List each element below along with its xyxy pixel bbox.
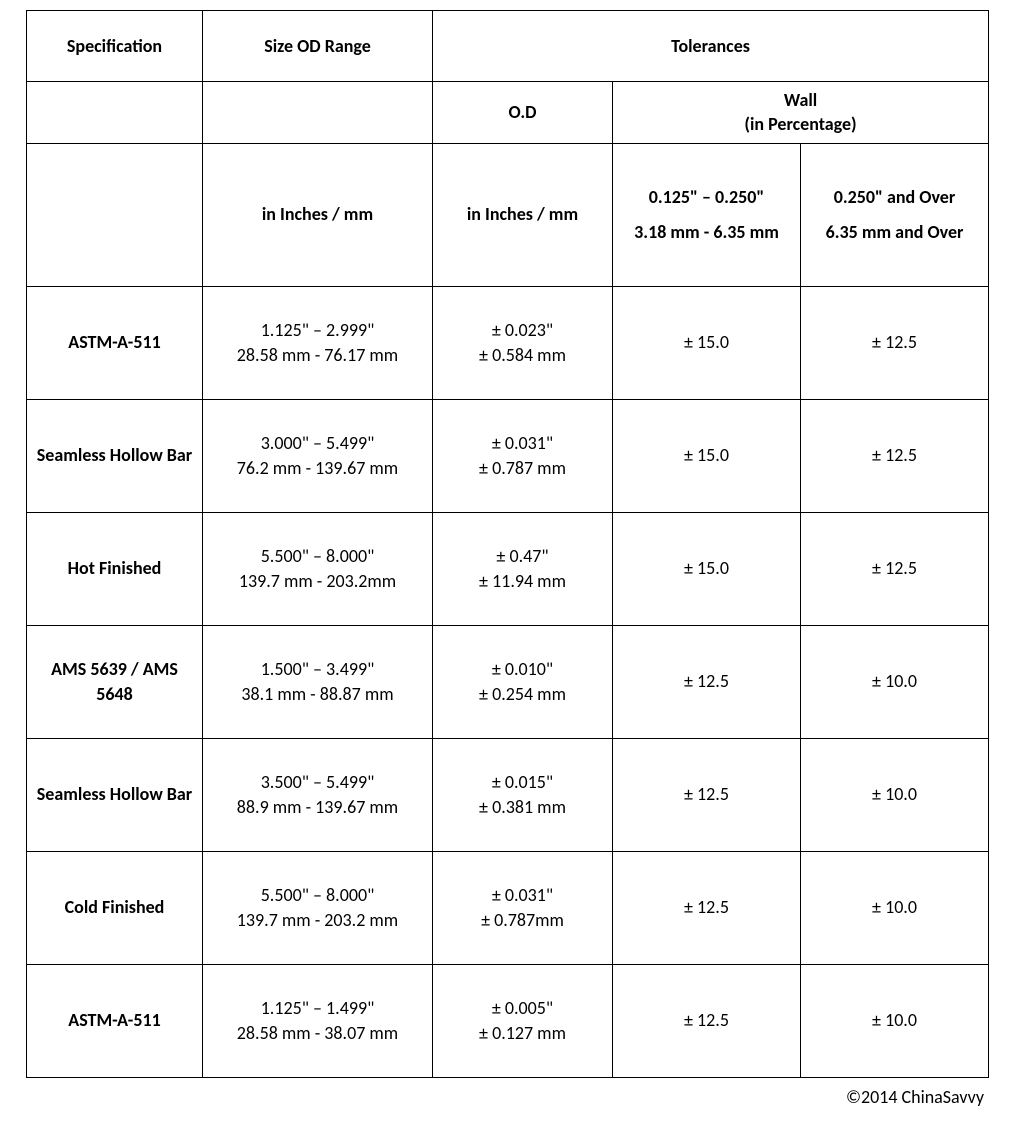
- header-wall-b-line2: 6.35 mm and Over: [809, 220, 980, 244]
- header-wall-range-b: 0.250" and Over 6.35 mm and Over: [801, 143, 989, 286]
- cell-wall-tolerance-a: ± 12.5: [613, 738, 801, 851]
- table-row: Seamless Hollow Bar3.000" – 5.499"76.2 m…: [27, 399, 989, 512]
- cell-size-inches: 3.000" – 5.499": [211, 431, 424, 455]
- table-row: AMS 5639 / AMS 56481.500" – 3.499"38.1 m…: [27, 625, 989, 738]
- header-wall-line2: (in Percentage): [621, 112, 980, 136]
- spacer: [809, 210, 980, 220]
- cell-size-mm: 139.7 mm - 203.2 mm: [211, 908, 424, 932]
- cell-wall-tolerance-b: ± 12.5: [801, 512, 989, 625]
- cell-od-mm: ± 0.787 mm: [441, 456, 604, 480]
- cell-specification: Hot Finished: [27, 512, 203, 625]
- cell-od-inches: ± 0.015": [441, 770, 604, 794]
- header-wall: Wall (in Percentage): [613, 82, 989, 144]
- table-header-row-3: in Inches / mm in Inches / mm 0.125" – 0…: [27, 143, 989, 286]
- header-units-od: in Inches / mm: [433, 143, 613, 286]
- table-header-row-2: O.D Wall (in Percentage): [27, 82, 989, 144]
- cell-od-mm: ± 0.787mm: [441, 908, 604, 932]
- cell-size-inches: 1.125" – 1.499": [211, 996, 424, 1020]
- cell-od-tolerance: ± 0.47"± 11.94 mm: [433, 512, 613, 625]
- cell-size-mm: 28.58 mm - 38.07 mm: [211, 1021, 424, 1045]
- header-wall-a-line2: 3.18 mm - 6.35 mm: [621, 220, 792, 244]
- table-row: Cold Finished5.500" – 8.000"139.7 mm - 2…: [27, 851, 989, 964]
- cell-od-tolerance: ± 0.015"± 0.381 mm: [433, 738, 613, 851]
- cell-size-od-range: 3.500" – 5.499"88.9 mm - 139.67 mm: [203, 738, 433, 851]
- cell-wall-tolerance-a: ± 15.0: [613, 286, 801, 399]
- cell-wall-tolerance-a: ± 15.0: [613, 512, 801, 625]
- table-row: Hot Finished5.500" – 8.000"139.7 mm - 20…: [27, 512, 989, 625]
- cell-od-tolerance: ± 0.031"± 0.787mm: [433, 851, 613, 964]
- table-row: ASTM-A-5111.125" – 2.999"28.58 mm - 76.1…: [27, 286, 989, 399]
- cell-od-tolerance: ± 0.031"± 0.787 mm: [433, 399, 613, 512]
- header-size-od-range: Size OD Range: [203, 11, 433, 82]
- cell-specification: ASTM-A-511: [27, 964, 203, 1077]
- cell-size-od-range: 5.500" – 8.000"139.7 mm - 203.2mm: [203, 512, 433, 625]
- cell-od-inches: ± 0.023": [441, 318, 604, 342]
- cell-size-inches: 1.125" – 2.999": [211, 318, 424, 342]
- cell-specification: ASTM-A-511: [27, 286, 203, 399]
- cell-od-tolerance: ± 0.005"± 0.127 mm: [433, 964, 613, 1077]
- cell-specification: Seamless Hollow Bar: [27, 399, 203, 512]
- cell-wall-tolerance-a: ± 12.5: [613, 964, 801, 1077]
- cell-size-mm: 76.2 mm - 139.67 mm: [211, 456, 424, 480]
- cell-od-inches: ± 0.47": [441, 544, 604, 568]
- header-od: O.D: [433, 82, 613, 144]
- cell-od-mm: ± 0.127 mm: [441, 1021, 604, 1045]
- cell-wall-tolerance-b: ± 10.0: [801, 625, 989, 738]
- cell-size-inches: 5.500" – 8.000": [211, 544, 424, 568]
- spacer: [621, 210, 792, 220]
- header-blank-1: [27, 82, 203, 144]
- cell-od-mm: ± 0.254 mm: [441, 682, 604, 706]
- header-wall-a-line1: 0.125" – 0.250": [621, 185, 792, 209]
- header-specification: Specification: [27, 11, 203, 82]
- cell-wall-tolerance-a: ± 12.5: [613, 625, 801, 738]
- header-wall-line1: Wall: [621, 88, 980, 112]
- cell-specification: Cold Finished: [27, 851, 203, 964]
- cell-specification: AMS 5639 / AMS 5648: [27, 625, 203, 738]
- cell-wall-tolerance-b: ± 10.0: [801, 851, 989, 964]
- header-wall-range-a: 0.125" – 0.250" 3.18 mm - 6.35 mm: [613, 143, 801, 286]
- cell-size-od-range: 1.125" – 1.499"28.58 mm - 38.07 mm: [203, 964, 433, 1077]
- cell-size-od-range: 5.500" – 8.000"139.7 mm - 203.2 mm: [203, 851, 433, 964]
- tolerances-table: Specification Size OD Range Tolerances O…: [26, 10, 989, 1078]
- cell-size-inches: 5.500" – 8.000": [211, 883, 424, 907]
- cell-wall-tolerance-b: ± 10.0: [801, 964, 989, 1077]
- cell-od-mm: ± 11.94 mm: [441, 569, 604, 593]
- cell-size-mm: 139.7 mm - 203.2mm: [211, 569, 424, 593]
- header-tolerances: Tolerances: [433, 11, 989, 82]
- cell-size-od-range: 3.000" – 5.499"76.2 mm - 139.67 mm: [203, 399, 433, 512]
- cell-size-mm: 38.1 mm - 88.87 mm: [211, 682, 424, 706]
- table-header-row-1: Specification Size OD Range Tolerances: [27, 11, 989, 82]
- header-blank-3: [27, 143, 203, 286]
- cell-od-inches: ± 0.031": [441, 431, 604, 455]
- copyright-text: ©2014 ChinaSavvy: [26, 1078, 988, 1108]
- table-body: ASTM-A-5111.125" – 2.999"28.58 mm - 76.1…: [27, 286, 989, 1077]
- cell-specification: Seamless Hollow Bar: [27, 738, 203, 851]
- header-blank-2: [203, 82, 433, 144]
- cell-wall-tolerance-b: ± 12.5: [801, 399, 989, 512]
- cell-od-inches: ± 0.005": [441, 996, 604, 1020]
- table-row: ASTM-A-5111.125" – 1.499"28.58 mm - 38.0…: [27, 964, 989, 1077]
- cell-size-od-range: 1.125" – 2.999"28.58 mm - 76.17 mm: [203, 286, 433, 399]
- cell-wall-tolerance-a: ± 12.5: [613, 851, 801, 964]
- cell-wall-tolerance-a: ± 15.0: [613, 399, 801, 512]
- header-units-size: in Inches / mm: [203, 143, 433, 286]
- cell-size-mm: 28.58 mm - 76.17 mm: [211, 343, 424, 367]
- cell-size-od-range: 1.500" – 3.499"38.1 mm - 88.87 mm: [203, 625, 433, 738]
- cell-od-mm: ± 0.584 mm: [441, 343, 604, 367]
- cell-size-mm: 88.9 mm - 139.67 mm: [211, 795, 424, 819]
- cell-od-mm: ± 0.381 mm: [441, 795, 604, 819]
- cell-wall-tolerance-b: ± 10.0: [801, 738, 989, 851]
- cell-od-tolerance: ± 0.023"± 0.584 mm: [433, 286, 613, 399]
- page: Specification Size OD Range Tolerances O…: [0, 0, 1014, 1128]
- cell-wall-tolerance-b: ± 12.5: [801, 286, 989, 399]
- header-wall-b-line1: 0.250" and Over: [809, 185, 980, 209]
- cell-size-inches: 3.500" – 5.499": [211, 770, 424, 794]
- cell-od-inches: ± 0.031": [441, 883, 604, 907]
- cell-size-inches: 1.500" – 3.499": [211, 657, 424, 681]
- cell-od-tolerance: ± 0.010"± 0.254 mm: [433, 625, 613, 738]
- table-row: Seamless Hollow Bar3.500" – 5.499"88.9 m…: [27, 738, 989, 851]
- cell-od-inches: ± 0.010": [441, 657, 604, 681]
